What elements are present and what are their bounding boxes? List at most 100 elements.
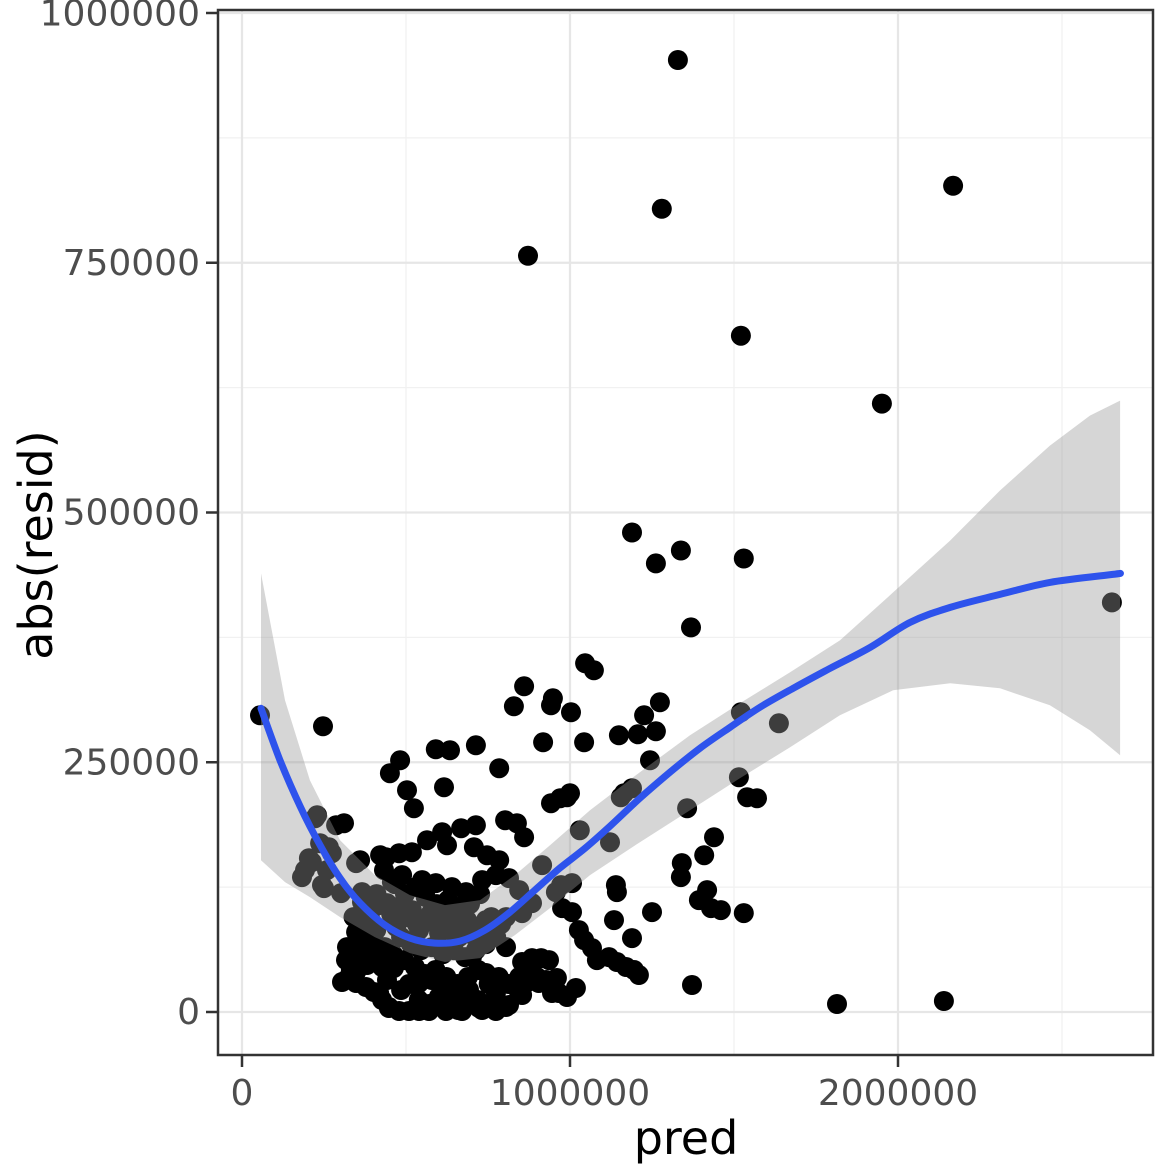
y-axis-title: abs(resid): [9, 430, 63, 660]
data-point: [346, 853, 367, 874]
confidence-band: [261, 400, 1121, 963]
data-point: [622, 928, 642, 949]
data-point: [376, 847, 396, 868]
data-point: [642, 902, 662, 923]
data-point: [498, 974, 519, 994]
data-point: [546, 968, 567, 988]
data-point: [667, 50, 688, 70]
data-point: [378, 997, 399, 1017]
data-point: [496, 937, 516, 958]
data-point: [489, 758, 510, 779]
data-point: [343, 907, 364, 928]
data-point: [933, 991, 954, 1011]
data-point: [681, 617, 701, 638]
data-point: [606, 882, 627, 903]
data-point: [640, 750, 660, 771]
data-point: [747, 788, 767, 809]
y-tick-label: 0: [177, 992, 200, 1033]
data-point: [627, 724, 648, 745]
data-point: [403, 798, 424, 819]
data-point: [465, 815, 486, 836]
data-point: [561, 702, 581, 723]
data-point: [569, 820, 590, 841]
data-point: [425, 739, 446, 760]
data-point: [489, 850, 510, 871]
x-tick-label: 1000000: [490, 1073, 650, 1114]
y-tick-label: 250000: [63, 742, 200, 783]
data-point: [326, 815, 347, 836]
data-point: [312, 875, 332, 896]
data-point: [298, 848, 319, 869]
data-point: [397, 780, 417, 801]
data-point: [614, 783, 635, 804]
data-point: [399, 974, 419, 994]
data-point: [401, 842, 422, 863]
data-point: [514, 676, 535, 697]
data-point: [645, 721, 666, 742]
data-point: [565, 978, 586, 998]
data-point: [608, 725, 629, 746]
data-point: [697, 880, 718, 901]
data-point: [545, 882, 566, 903]
data-point: [622, 522, 642, 543]
x-tick-label: 0: [231, 1073, 254, 1114]
y-tick-label: 750000: [63, 243, 200, 284]
data-point: [562, 902, 582, 923]
data-point: [562, 873, 582, 894]
data-point: [1101, 592, 1122, 613]
data-point: [512, 985, 533, 1005]
data-point: [292, 867, 312, 888]
data-point: [313, 716, 333, 737]
data-point: [437, 835, 457, 856]
data-point: [600, 832, 620, 853]
data-point: [604, 910, 624, 931]
data-point: [651, 198, 672, 219]
data-point: [645, 553, 666, 574]
data-point: [542, 983, 562, 1003]
data-point: [710, 900, 731, 921]
data-point: [733, 903, 754, 924]
data-point: [539, 950, 559, 971]
panel-border: [216, 8, 1155, 1057]
data-point: [670, 867, 691, 888]
data-point: [532, 855, 553, 876]
data-point: [733, 548, 754, 569]
data-point: [634, 705, 655, 726]
data-point: [518, 245, 538, 266]
data-point: [541, 695, 561, 716]
data-point: [465, 735, 486, 756]
data-point: [361, 927, 382, 948]
data-point: [768, 713, 789, 734]
points-layer: [250, 50, 1122, 1021]
data-point: [346, 962, 367, 982]
data-point: [425, 873, 446, 894]
data-point: [541, 793, 561, 814]
y-tick-label: 1000000: [40, 0, 200, 34]
data-point: [704, 827, 724, 848]
data-point: [730, 325, 751, 346]
data-point: [417, 830, 437, 851]
data-point: [440, 740, 460, 761]
data-point: [468, 960, 489, 980]
x-tick-label: 2000000: [818, 1073, 978, 1114]
data-point: [496, 997, 516, 1017]
data-point: [381, 904, 402, 925]
data-point: [434, 777, 454, 798]
data-point: [694, 845, 715, 866]
data-point: [522, 948, 542, 969]
x-axis-title: pred: [633, 1111, 739, 1165]
smooth-line: [257, 569, 1124, 947]
data-point: [377, 970, 397, 990]
data-point: [574, 732, 595, 753]
data-point: [649, 692, 670, 713]
data-point: [470, 884, 491, 905]
data-point: [670, 540, 691, 561]
data-point: [871, 393, 892, 414]
data-point: [526, 967, 547, 987]
data-point: [827, 994, 847, 1014]
data-point: [533, 732, 554, 753]
data-point: [352, 943, 372, 964]
data-point: [583, 660, 604, 681]
